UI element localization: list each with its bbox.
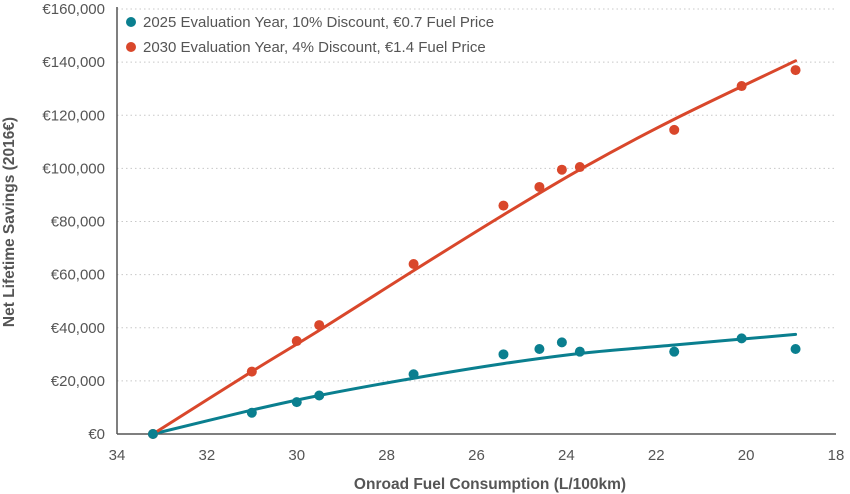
data-points	[147, 65, 801, 439]
legend-marker	[126, 42, 136, 52]
data-point-series-1	[574, 346, 585, 357]
data-point-series-1	[408, 369, 419, 380]
legend-label: 2025 Evaluation Year, 10% Discount, €0.7…	[143, 14, 494, 31]
legend-marker	[126, 17, 136, 27]
data-point-series-1	[669, 346, 680, 357]
y-tick-label: €0	[88, 426, 105, 443]
data-point-series-1	[147, 429, 158, 439]
data-point-series-2	[498, 200, 509, 211]
x-tick-label: 32	[199, 447, 216, 464]
y-tick-label: €40,000	[51, 320, 105, 337]
data-point-series-1	[498, 349, 509, 360]
data-point-series-1	[246, 407, 257, 418]
x-tick-label: 20	[738, 447, 755, 464]
data-point-series-1	[556, 337, 567, 348]
x-tick-label: 28	[378, 447, 395, 464]
data-point-series-2	[736, 81, 747, 92]
x-tick-label: 26	[468, 447, 485, 464]
trendline-series-2	[151, 59, 798, 436]
trendline-series-1	[151, 332, 798, 436]
data-point-series-2	[574, 162, 585, 173]
x-tick-label: 30	[288, 447, 305, 464]
data-point-series-2	[556, 164, 567, 175]
legend-label: 2030 Evaluation Year, 4% Discount, €1.4 …	[143, 39, 486, 56]
data-point-series-1	[790, 344, 801, 354]
data-point-series-1	[534, 344, 545, 354]
data-point-series-2	[246, 366, 257, 377]
legend: 2025 Evaluation Year, 10% Discount, €0.7…	[126, 14, 494, 56]
trendlines	[151, 59, 798, 436]
data-point-series-1	[291, 397, 302, 408]
data-point-series-2	[291, 336, 302, 347]
data-point-series-2	[408, 259, 419, 269]
data-point-series-1	[314, 390, 325, 401]
x-tick-label: 22	[648, 447, 665, 464]
axes	[116, 7, 836, 435]
x-tick-label: 34	[109, 447, 126, 464]
y-tick-label: €140,000	[42, 54, 105, 71]
y-tick-label: €20,000	[51, 373, 105, 390]
y-tick-label: €120,000	[42, 107, 105, 124]
y-tick-label: €160,000	[42, 1, 105, 18]
x-tick-labels: 34 32 30 28 26 24 22 20 18	[109, 447, 845, 464]
x-tick-label: 24	[558, 447, 575, 464]
x-axis-label: Onroad Fuel Consumption (L/100km)	[354, 476, 626, 493]
data-point-series-2	[790, 65, 801, 76]
data-point-series-2	[314, 320, 325, 331]
y-tick-label: €80,000	[51, 214, 105, 231]
data-point-series-2	[669, 124, 680, 135]
data-point-series-1	[736, 333, 747, 344]
data-point-series-2	[534, 181, 545, 192]
x-tick-label: 18	[828, 447, 845, 464]
y-tick-label: €100,000	[42, 160, 105, 177]
y-axis-label: Net Lifetime Savings (2016€)	[1, 117, 18, 327]
y-tick-labels: €0 €20,000 €40,000 €60,000 €80,000 €100,000 €1…	[42, 1, 105, 443]
y-tick-label: €60,000	[51, 267, 105, 284]
gridlines	[117, 8, 836, 382]
